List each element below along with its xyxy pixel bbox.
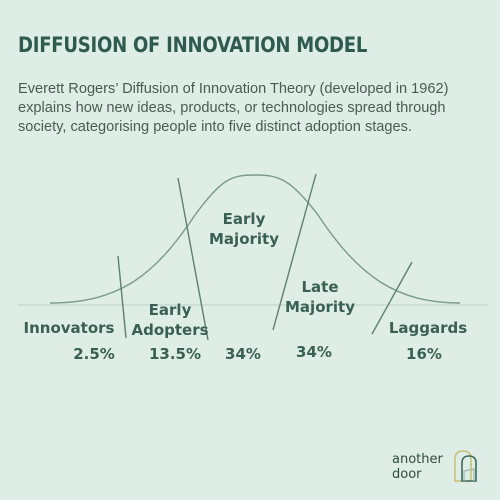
door-logo-icon	[454, 450, 477, 482]
segment-label-line: Early	[222, 210, 266, 228]
segment-label-early-adopters: Early Adopters	[120, 300, 220, 340]
divider-late-majority	[371, 261, 413, 335]
segment-label-line: Majority	[285, 298, 355, 316]
divider-innovators	[117, 255, 127, 339]
segment-label-line: Majority	[209, 230, 279, 248]
segment-percent-laggards: 16%	[406, 345, 442, 363]
segment-percent-late-majority: 34%	[296, 343, 332, 361]
divider-early-majority	[272, 173, 317, 331]
segment-percent-early-majority: 34%	[225, 345, 261, 363]
segment-label-line: Innovators	[23, 319, 115, 337]
bell-curve	[49, 174, 461, 304]
logo-line: another	[392, 452, 443, 467]
segment-label-laggards: Laggards	[388, 318, 468, 338]
segment-label-late-majority: Late Majority	[276, 277, 364, 317]
segment-percent-innovators: 2.5%	[73, 345, 115, 363]
logo-wordmark: another door	[392, 452, 443, 482]
segment-label-line: Early	[148, 301, 192, 319]
segment-label-line: Laggards	[388, 319, 468, 337]
intro-paragraph: Everett Rogers’ Diffusion of Innovation …	[18, 81, 449, 135]
segment-label-line: Adopters	[131, 321, 209, 339]
logo-line: door	[392, 467, 422, 482]
segment-label-innovators: Innovators	[20, 318, 118, 338]
segment-percent-early-adopters: 13.5%	[148, 345, 202, 363]
segment-label-line: Late	[301, 278, 339, 296]
segment-label-early-majority: Early Majority	[200, 209, 288, 249]
page-title: DIFFUSION OF INNOVATION MODEL	[18, 33, 368, 57]
divider-early-adopters	[177, 177, 209, 341]
